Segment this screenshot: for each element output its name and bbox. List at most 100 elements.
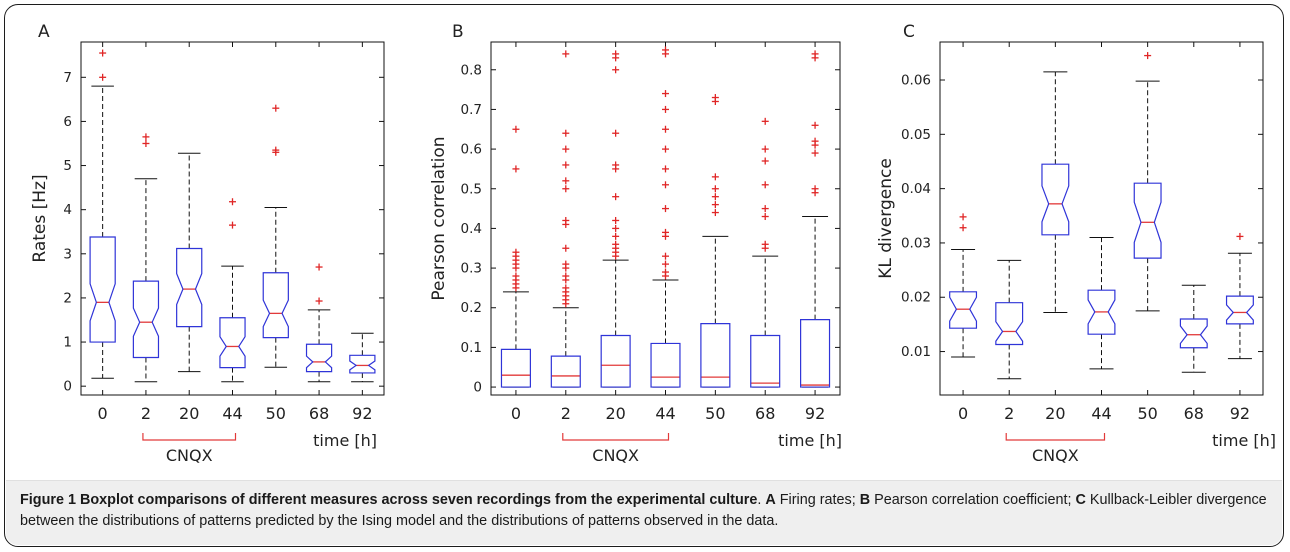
outlier-marker bbox=[1236, 232, 1244, 240]
outlier-marker bbox=[711, 209, 719, 217]
plot-area bbox=[939, 41, 1264, 396]
box-50 bbox=[1133, 52, 1162, 312]
box-68 bbox=[750, 117, 781, 388]
outlier-marker bbox=[1144, 52, 1152, 60]
panel-b: 0 0.1 0.2 0.3 0.4 0.5 0.6 0.7 0.8 0 2 20 44 50 68 92 B Pe… bbox=[429, 22, 842, 465]
panel-c: 0.01 0.02 0.03 0.04 0.05 0.06 0 2 20 44 50 68 92 C KL … bbox=[876, 22, 1276, 465]
x-tick-label: 44 bbox=[1091, 404, 1111, 423]
box-body bbox=[600, 334, 631, 388]
outlier-marker bbox=[562, 272, 570, 280]
outlier-marker bbox=[315, 297, 323, 305]
y-tick-label: 6 bbox=[63, 114, 72, 130]
caption-sep: . bbox=[757, 492, 766, 508]
outlier-marker bbox=[562, 284, 570, 292]
box-body bbox=[800, 319, 831, 388]
box-0 bbox=[89, 49, 116, 379]
box-20 bbox=[600, 50, 631, 388]
figure-frame bbox=[4, 4, 1284, 547]
caption-title: Boxplot comparisons of different measure… bbox=[79, 492, 758, 508]
box-44 bbox=[650, 46, 681, 388]
box-20 bbox=[176, 152, 203, 373]
y-axis-label: Pearson correlation bbox=[429, 136, 449, 300]
box-50 bbox=[262, 104, 289, 368]
outlier-marker bbox=[142, 133, 150, 141]
x-axis-label: time [h] bbox=[1212, 431, 1276, 450]
box-44 bbox=[219, 198, 246, 383]
box-body bbox=[132, 280, 160, 359]
outlier-marker bbox=[811, 185, 819, 193]
outlier-marker bbox=[272, 104, 280, 112]
outlier-marker bbox=[612, 66, 620, 74]
y-tick-label: 0 bbox=[63, 379, 72, 395]
outlier-marker bbox=[612, 50, 620, 58]
x-tick-label: 2 bbox=[141, 404, 151, 423]
caption-figure-label: Figure 1 bbox=[20, 492, 76, 508]
outlier-marker bbox=[229, 221, 236, 229]
outlier-marker bbox=[272, 146, 280, 154]
box-2 bbox=[550, 50, 581, 388]
outlier-marker bbox=[811, 50, 819, 58]
box-92 bbox=[349, 332, 376, 383]
caption-c-text: Kullback-Leibler divergence between the … bbox=[20, 492, 1267, 529]
y-tick-label: 0.2 bbox=[461, 300, 482, 316]
outlier-marker bbox=[811, 149, 819, 157]
box-body bbox=[1225, 295, 1254, 325]
y-tick-label: 0.8 bbox=[461, 62, 482, 78]
y-tick-label: 0 bbox=[473, 380, 482, 396]
box-body bbox=[550, 355, 581, 388]
outlier-marker bbox=[99, 73, 107, 81]
box-body bbox=[650, 342, 681, 388]
outlier-marker bbox=[711, 185, 719, 193]
outlier-marker bbox=[662, 205, 669, 213]
box-body bbox=[176, 247, 203, 328]
box-68 bbox=[305, 263, 333, 383]
box-0 bbox=[500, 125, 531, 388]
x-tick-label: 92 bbox=[805, 404, 825, 423]
figure-caption: Figure 1 Boxplot comparisons of differen… bbox=[20, 490, 1272, 532]
outlier-marker bbox=[562, 129, 570, 137]
y-tick-label: 5 bbox=[63, 158, 72, 174]
outlier-marker bbox=[662, 145, 669, 153]
box-body bbox=[305, 343, 333, 373]
outlier-marker bbox=[562, 185, 570, 193]
outlier-marker bbox=[612, 224, 620, 232]
outlier-marker bbox=[662, 228, 669, 236]
outlier-marker bbox=[612, 161, 620, 169]
outlier-marker bbox=[761, 157, 769, 165]
x-axis-label: time [h] bbox=[313, 431, 377, 450]
group-label: CNQX bbox=[592, 446, 639, 465]
outlier-marker bbox=[562, 161, 570, 169]
group-bracket bbox=[1005, 433, 1106, 441]
outlier-marker bbox=[315, 263, 323, 271]
outlier-marker bbox=[761, 181, 769, 189]
outlier-marker bbox=[959, 224, 967, 232]
outlier-marker bbox=[811, 137, 819, 145]
box-body bbox=[1087, 289, 1116, 335]
y-tick-label: 0.04 bbox=[901, 181, 931, 197]
y-tick-label: 1 bbox=[63, 335, 72, 351]
caption-a-text: Firing rates; bbox=[775, 492, 860, 508]
x-tick-label: 68 bbox=[309, 404, 329, 423]
box-0 bbox=[949, 213, 978, 358]
panel-label: A bbox=[38, 22, 50, 42]
y-tick-label: 0.03 bbox=[901, 235, 931, 251]
box-50 bbox=[700, 94, 731, 388]
outlier-marker bbox=[711, 94, 719, 102]
outlier-marker bbox=[512, 248, 520, 256]
outlier-marker bbox=[662, 165, 669, 173]
x-tick-label: 44 bbox=[655, 404, 675, 423]
box-68 bbox=[1179, 284, 1208, 373]
outlier-marker bbox=[662, 260, 669, 268]
box-2 bbox=[132, 133, 160, 383]
plot-area bbox=[80, 41, 385, 396]
x-tick-label: 0 bbox=[511, 404, 521, 423]
group-bracket bbox=[562, 433, 670, 441]
outlier-marker bbox=[562, 244, 570, 252]
outlier-marker bbox=[512, 272, 520, 280]
panel-label: C bbox=[903, 22, 915, 42]
outlier-marker bbox=[612, 240, 620, 248]
y-tick-label: 0.6 bbox=[461, 142, 482, 158]
box-body bbox=[500, 348, 531, 388]
x-tick-label: 50 bbox=[266, 404, 286, 423]
